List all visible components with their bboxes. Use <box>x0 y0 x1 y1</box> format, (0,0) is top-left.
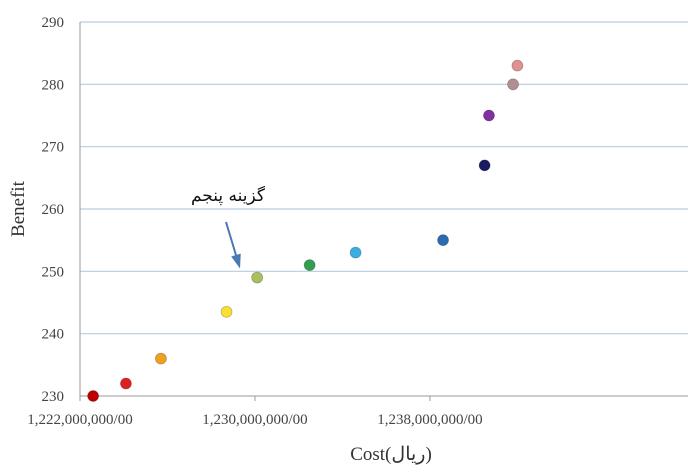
x-tick-label: 1,238,000,000/00 <box>377 412 482 428</box>
data-point <box>251 271 264 284</box>
x-axis-label: Cost(ریال) <box>350 444 432 465</box>
data-point <box>483 109 495 122</box>
data-point <box>220 305 233 318</box>
annotation-text: گزینه پنجم <box>191 185 266 206</box>
annotation-arrow-head <box>231 253 241 269</box>
data-point <box>511 59 524 72</box>
y-tick-label: 240 <box>42 327 65 343</box>
x-tick-label: 1,230,000,000/00 <box>202 412 307 428</box>
data-point <box>507 78 519 91</box>
y-tick-label: 250 <box>42 264 65 280</box>
y-tick-labels: 230 240 250 260 270 280 290 <box>42 15 65 405</box>
y-tick-label: 270 <box>42 140 65 156</box>
grid-lines <box>80 21 688 335</box>
data-point <box>349 246 362 259</box>
data-point <box>303 259 316 272</box>
x-tick-labels: 1,222,000,000/00 1,230,000,000/00 1,238,00… <box>27 396 483 428</box>
data-point <box>478 159 491 172</box>
axes <box>79 22 688 397</box>
y-tick-label: 290 <box>42 15 65 31</box>
data-point <box>87 390 100 402</box>
data-point <box>155 352 167 365</box>
data-points <box>87 59 524 402</box>
y-tick-label: 280 <box>42 77 65 93</box>
y-tick-label: 230 <box>42 389 65 405</box>
y-axis-label: Benefit <box>8 180 29 237</box>
data-point <box>437 234 449 247</box>
x-tick-label: 1,222,000,000/00 <box>27 412 132 428</box>
annotation: گزینه پنجم <box>191 185 266 269</box>
y-tick-label: 260 <box>42 202 65 218</box>
data-point <box>120 377 132 390</box>
